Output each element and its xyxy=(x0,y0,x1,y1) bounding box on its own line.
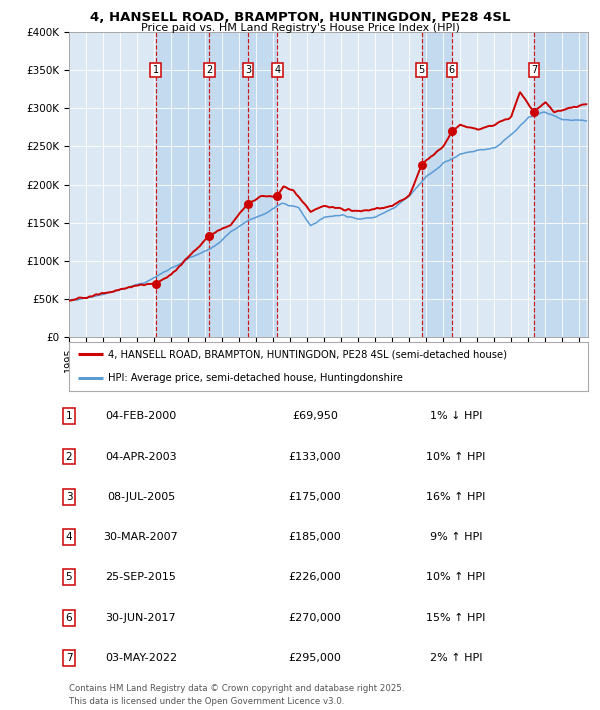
Text: 6: 6 xyxy=(449,65,455,75)
Text: 04-APR-2003: 04-APR-2003 xyxy=(105,452,177,462)
Text: 04-FEB-2000: 04-FEB-2000 xyxy=(106,411,176,421)
Text: 5: 5 xyxy=(65,572,73,582)
Text: 10% ↑ HPI: 10% ↑ HPI xyxy=(427,452,485,462)
Text: 7: 7 xyxy=(531,65,537,75)
Text: 4: 4 xyxy=(274,65,281,75)
Text: 3: 3 xyxy=(65,492,73,502)
Text: 1: 1 xyxy=(152,65,158,75)
Bar xyxy=(422,32,452,337)
Bar xyxy=(534,32,586,337)
Text: 25-SEP-2015: 25-SEP-2015 xyxy=(106,572,176,582)
Text: 3: 3 xyxy=(245,65,251,75)
Text: 7: 7 xyxy=(65,653,73,663)
Text: 08-JUL-2005: 08-JUL-2005 xyxy=(107,492,175,502)
Text: HPI: Average price, semi-detached house, Huntingdonshire: HPI: Average price, semi-detached house,… xyxy=(108,373,403,383)
Text: 16% ↑ HPI: 16% ↑ HPI xyxy=(427,492,485,502)
Text: 2% ↑ HPI: 2% ↑ HPI xyxy=(430,653,482,663)
Text: Price paid vs. HM Land Registry's House Price Index (HPI): Price paid vs. HM Land Registry's House … xyxy=(140,23,460,33)
Text: 30-MAR-2007: 30-MAR-2007 xyxy=(104,532,178,542)
Text: 5: 5 xyxy=(419,65,425,75)
Text: 2: 2 xyxy=(65,452,73,462)
Text: 9% ↑ HPI: 9% ↑ HPI xyxy=(430,532,482,542)
Text: 2: 2 xyxy=(206,65,212,75)
Text: £133,000: £133,000 xyxy=(289,452,341,462)
Text: £69,950: £69,950 xyxy=(292,411,338,421)
Text: £185,000: £185,000 xyxy=(289,532,341,542)
Text: 1% ↓ HPI: 1% ↓ HPI xyxy=(430,411,482,421)
Text: 03-MAY-2022: 03-MAY-2022 xyxy=(105,653,177,663)
Bar xyxy=(155,32,277,337)
Text: 10% ↑ HPI: 10% ↑ HPI xyxy=(427,572,485,582)
Text: £175,000: £175,000 xyxy=(289,492,341,502)
Text: £295,000: £295,000 xyxy=(289,653,341,663)
Text: £226,000: £226,000 xyxy=(289,572,341,582)
Text: 4: 4 xyxy=(65,532,73,542)
Text: 15% ↑ HPI: 15% ↑ HPI xyxy=(427,613,485,623)
Text: This data is licensed under the Open Government Licence v3.0.: This data is licensed under the Open Gov… xyxy=(69,697,344,706)
Text: 4, HANSELL ROAD, BRAMPTON, HUNTINGDON, PE28 4SL (semi-detached house): 4, HANSELL ROAD, BRAMPTON, HUNTINGDON, P… xyxy=(108,349,507,359)
Text: 4, HANSELL ROAD, BRAMPTON, HUNTINGDON, PE28 4SL: 4, HANSELL ROAD, BRAMPTON, HUNTINGDON, P… xyxy=(90,11,510,23)
Text: £270,000: £270,000 xyxy=(289,613,341,623)
Text: Contains HM Land Registry data © Crown copyright and database right 2025.: Contains HM Land Registry data © Crown c… xyxy=(69,684,404,693)
Text: 6: 6 xyxy=(65,613,73,623)
Text: 1: 1 xyxy=(65,411,73,421)
Text: 30-JUN-2017: 30-JUN-2017 xyxy=(106,613,176,623)
